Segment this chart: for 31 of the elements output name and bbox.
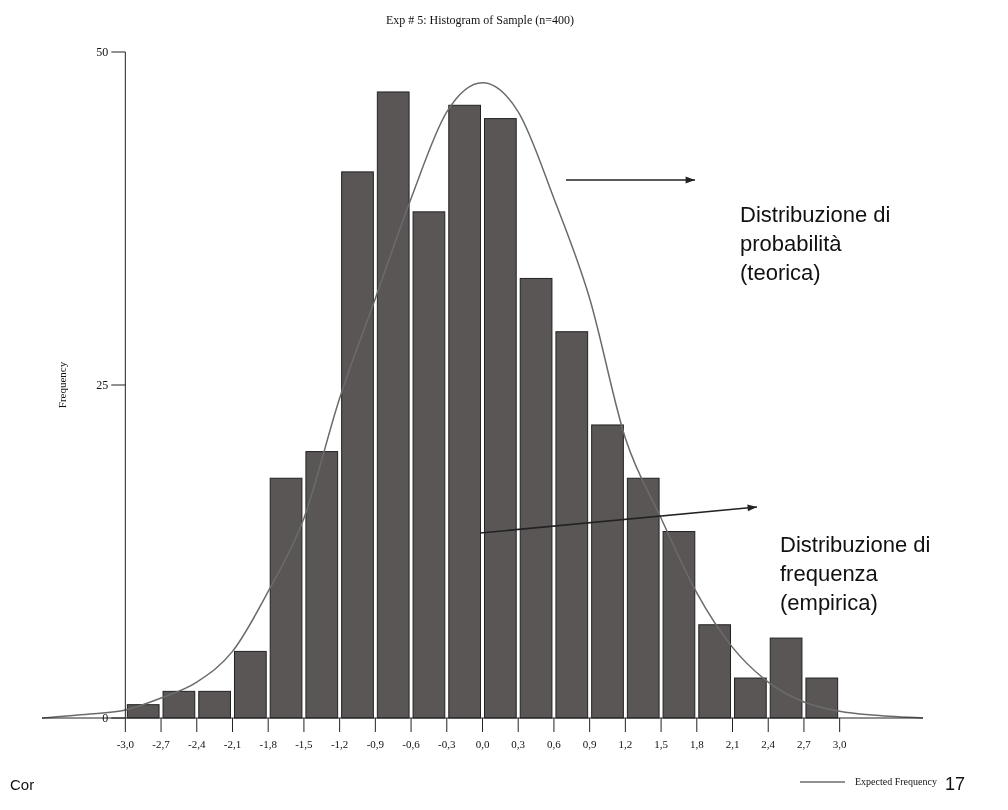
x-tick-label: 2,4 <box>761 738 776 750</box>
annotation: Distribuzione di probabilità (teorica) <box>740 202 891 285</box>
x-tick-label: -1,8 <box>259 738 278 750</box>
x-tick-label: 3,0 <box>832 738 848 750</box>
x-tick-label: -1,2 <box>330 738 349 750</box>
x-tick-label: -0,3 <box>438 738 456 750</box>
x-tick-label: -0,9 <box>366 738 385 750</box>
y-axis-title: Frequency <box>56 361 68 409</box>
x-tick-label: 0,3 <box>511 738 526 750</box>
x-tick-label: 1,5 <box>654 738 669 750</box>
text: Cor <box>10 776 35 793</box>
chart-title: Exp # 5: Histogram of Sample (n=400) <box>385 13 575 27</box>
text: 17 <box>945 774 966 794</box>
x-tick-label: 1,2 <box>618 738 633 750</box>
annotation: Distribuzione di frequenza (empirica) <box>780 532 931 615</box>
x-tick-label: -2,7 <box>152 738 171 750</box>
y-tick-label: 0 <box>102 711 109 725</box>
x-tick-label: 1,8 <box>689 738 705 750</box>
x-tick-label: 2,7 <box>797 738 812 750</box>
y-tick-label: 25 <box>96 378 109 392</box>
x-tick-label: 0,9 <box>582 738 598 750</box>
legend-label: Expected Frequency <box>855 776 937 787</box>
x-tick-label: 0,6 <box>547 738 562 750</box>
x-tick-label: -0,6 <box>402 738 421 750</box>
x-tick-label: 0,0 <box>475 738 490 750</box>
x-tick-label: -1,5 <box>295 738 314 750</box>
y-tick-label: 50 <box>96 45 109 59</box>
x-tick-label: -2,1 <box>223 738 242 750</box>
x-tick-label: -2,4 <box>188 738 206 750</box>
x-tick-label: 2,1 <box>725 738 740 750</box>
x-tick-label: -3,0 <box>116 738 135 750</box>
